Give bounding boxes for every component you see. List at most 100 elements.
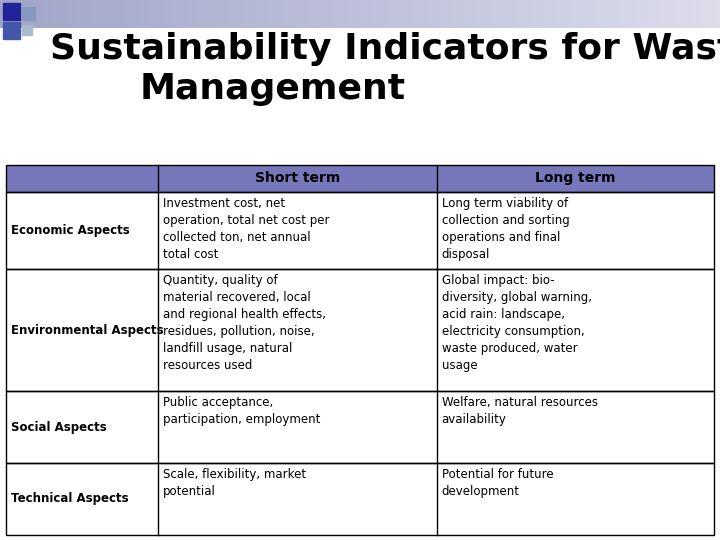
Bar — [261, 0, 262, 28]
Bar — [673, 0, 674, 28]
Bar — [319, 0, 320, 28]
Bar — [14, 0, 15, 28]
Bar — [67, 0, 68, 28]
Bar — [145, 0, 146, 28]
Bar — [293, 0, 294, 28]
Bar — [640, 0, 641, 28]
Bar — [342, 0, 343, 28]
Bar — [580, 0, 581, 28]
Bar — [588, 0, 589, 28]
Bar — [354, 0, 355, 28]
Bar — [545, 0, 546, 28]
Bar — [152, 0, 153, 28]
Bar — [658, 0, 659, 28]
Bar — [258, 0, 259, 28]
Bar — [370, 0, 371, 28]
Bar — [605, 0, 606, 28]
Bar — [603, 0, 604, 28]
Bar — [468, 0, 469, 28]
Bar — [659, 0, 660, 28]
Bar — [15, 0, 16, 28]
Bar — [201, 0, 202, 28]
Bar — [148, 0, 149, 28]
Bar — [616, 0, 617, 28]
Bar — [365, 0, 366, 28]
Bar — [165, 0, 166, 28]
Bar — [428, 0, 429, 28]
Bar — [33, 0, 34, 28]
Bar — [196, 0, 197, 28]
Text: Economic Aspects: Economic Aspects — [11, 224, 130, 237]
Bar — [608, 0, 609, 28]
Bar — [647, 0, 648, 28]
Bar — [183, 0, 184, 28]
Bar — [694, 0, 695, 28]
Bar — [72, 0, 73, 28]
Bar — [213, 0, 214, 28]
Bar — [446, 0, 447, 28]
Bar — [305, 0, 306, 28]
Bar — [514, 0, 515, 28]
Bar — [349, 0, 350, 28]
Bar — [389, 0, 390, 28]
Bar — [572, 0, 573, 28]
Bar — [395, 0, 396, 28]
Text: Scale, flexibility, market
potential: Scale, flexibility, market potential — [163, 468, 306, 498]
Bar — [114, 0, 115, 28]
Bar — [560, 0, 561, 28]
Bar — [155, 0, 156, 28]
Bar — [441, 0, 442, 28]
Bar — [85, 0, 86, 28]
Bar — [563, 0, 564, 28]
Bar — [22, 25, 32, 35]
Text: Environmental Aspects: Environmental Aspects — [11, 324, 163, 337]
Bar — [386, 0, 387, 28]
Bar — [26, 0, 27, 28]
Bar — [624, 0, 625, 28]
Bar — [328, 0, 329, 28]
Bar — [716, 0, 717, 28]
Bar — [373, 0, 374, 28]
Bar — [648, 0, 649, 28]
Bar — [380, 0, 381, 28]
Bar — [120, 0, 121, 28]
Bar — [38, 0, 39, 28]
Bar — [417, 0, 418, 28]
Bar — [609, 0, 610, 28]
Bar — [484, 0, 485, 28]
Bar — [523, 0, 524, 28]
Bar — [663, 0, 664, 28]
Bar — [390, 0, 391, 28]
Bar — [191, 0, 192, 28]
Bar — [168, 0, 169, 28]
Bar — [130, 0, 131, 28]
Bar — [645, 0, 646, 28]
Bar — [229, 0, 230, 28]
Bar — [482, 0, 483, 28]
Bar — [505, 0, 506, 28]
Bar — [528, 0, 529, 28]
Bar — [251, 0, 252, 28]
Bar — [158, 0, 159, 28]
Bar — [244, 0, 245, 28]
Bar — [275, 0, 276, 28]
Bar — [181, 0, 182, 28]
Bar — [554, 0, 555, 28]
Text: Potential for future
development: Potential for future development — [441, 468, 553, 498]
Bar — [407, 0, 408, 28]
Bar — [653, 0, 654, 28]
Bar — [70, 0, 71, 28]
Bar — [249, 0, 250, 28]
Bar — [587, 0, 588, 28]
Bar — [287, 0, 288, 28]
Bar — [241, 0, 242, 28]
Bar — [691, 0, 692, 28]
Bar — [623, 0, 624, 28]
Bar — [628, 0, 629, 28]
Bar — [259, 0, 260, 28]
Bar — [121, 0, 122, 28]
Bar — [360, 0, 361, 28]
Bar — [475, 0, 476, 28]
Bar — [343, 0, 344, 28]
Bar — [664, 0, 665, 28]
